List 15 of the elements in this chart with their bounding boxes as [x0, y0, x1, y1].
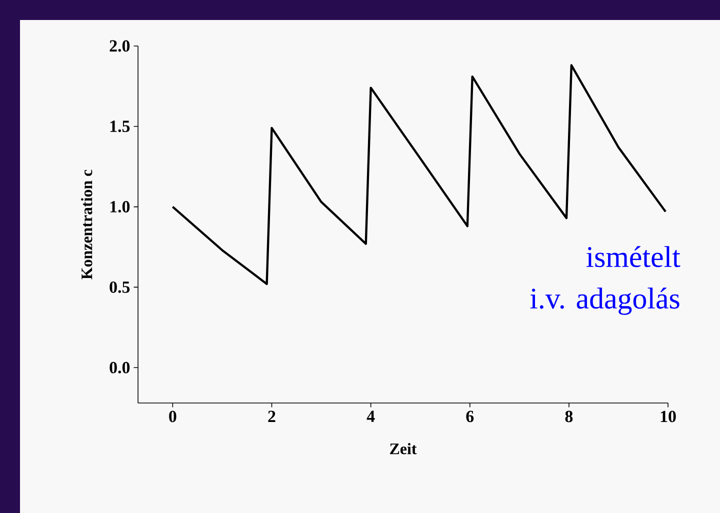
x-tick-label: 0 [169, 410, 176, 422]
x-tick-label: 10 [660, 410, 676, 422]
y-axis-title: Konzentration c [81, 170, 92, 280]
x-axis-title: Zeit [390, 443, 417, 454]
y-tick-label: 0.5 [110, 281, 130, 293]
y-tick-label: 1.5 [110, 120, 130, 132]
annotation: ismételt [586, 246, 680, 268]
y-tick-label: 0.0 [110, 362, 130, 374]
x-tick-label: 4 [366, 410, 375, 422]
x-tick-label: 8 [565, 410, 573, 422]
y-tick-label: 2.0 [110, 40, 130, 52]
annotation: i.v. adagolás [530, 288, 680, 315]
y-tick-label: 1.0 [110, 201, 130, 213]
x-tick-label: 6 [466, 410, 474, 422]
x-tick-label: 2 [268, 410, 276, 422]
